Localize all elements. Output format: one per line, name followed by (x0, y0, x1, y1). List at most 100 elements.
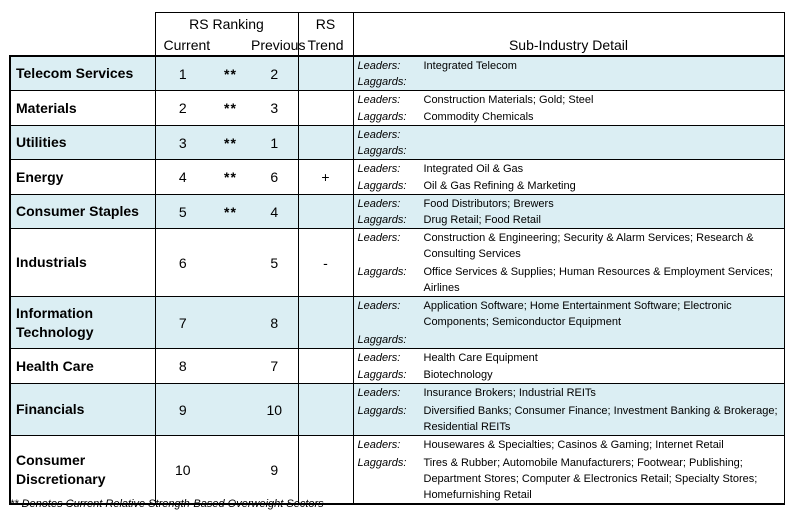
laggards-value: Diversified Banks; Consumer Finance; Inv… (423, 405, 778, 433)
sub-industry-detail: Leaders: Integrated Telecom Laggards: (353, 56, 785, 91)
leaders-label: Leaders: (357, 387, 401, 399)
sector-name: Consumer Discretionary (9, 435, 155, 505)
previous-rank: 8 (251, 296, 299, 349)
leaders-value: Insurance Brokers; Industrial REITs (423, 387, 596, 399)
current-rank: 5 (154, 194, 210, 229)
header-rs: RS (298, 12, 354, 34)
leaders-line: Leaders: Integrated Oil & Gas (358, 161, 780, 177)
sector-name: Consumer Staples (9, 194, 155, 229)
leaders-value (424, 127, 780, 143)
laggards-label: Laggards: (357, 111, 407, 123)
overweight-stars (210, 348, 251, 384)
rs-trend (298, 194, 354, 229)
leaders-line: Leaders: Construction & Engineering; Secu… (358, 230, 780, 262)
leaders-label: Leaders: (357, 232, 401, 244)
leaders-label: Leaders: (357, 352, 401, 364)
rs-trend (298, 383, 354, 436)
sub-industry-detail: Leaders: Housewares & Specialties; Casino… (353, 435, 785, 505)
laggards-value (424, 332, 780, 348)
header-current: Current (154, 34, 251, 57)
table-row: Materials 2 ** 3 Leaders: Construction Materi… (9, 90, 785, 126)
sub-industry-detail: Leaders: Food Distributors; Brewers Laggar… (353, 194, 785, 229)
overweight-stars: ** (210, 90, 251, 126)
previous-rank: 1 (251, 125, 299, 160)
laggards-label: Laggards: (357, 457, 407, 469)
laggards-label: Laggards: (357, 334, 407, 346)
current-rank: 10 (154, 435, 210, 505)
current-rank: 2 (154, 90, 210, 126)
leaders-value: Integrated Telecom (423, 60, 517, 72)
laggards-line: Laggards: Diversified Banks; Consumer Fin… (358, 403, 780, 435)
sector-name: Energy (9, 159, 155, 195)
laggards-line: Laggards: Commodity Chemicals (358, 109, 780, 125)
header-blank-2 (10, 34, 155, 57)
laggards-value: Tires & Rubber; Automobile Manufacturers… (423, 457, 758, 501)
leaders-line: Leaders: Food Distributors; Brewers (358, 196, 780, 212)
leaders-label: Leaders: (357, 129, 401, 141)
sector-name: Utilities (9, 125, 155, 160)
overweight-stars: ** (210, 125, 251, 160)
current-rank: 8 (154, 348, 210, 384)
laggards-line: Laggards: Drug Retail; Food Retail (358, 212, 780, 228)
table-row: Health Care 8 7 Leaders: Health Care Equipme… (9, 348, 785, 384)
rs-trend (298, 435, 354, 505)
laggards-label: Laggards: (357, 369, 407, 381)
table-row: Energy 4 ** 6 + Leaders: Integrated Oil & Gas L… (9, 159, 785, 195)
laggards-label: Laggards: (357, 214, 407, 226)
sub-industry-detail: Leaders: Integrated Oil & Gas Laggards: Oil… (353, 159, 785, 195)
current-rank: 3 (154, 125, 210, 160)
rs-trend (298, 90, 354, 126)
leaders-label: Leaders: (357, 439, 401, 451)
leaders-label: Leaders: (357, 60, 401, 72)
leaders-line: Leaders: Insurance Brokers; Industrial RE… (358, 385, 780, 401)
rs-trend (298, 348, 354, 384)
overweight-stars (210, 296, 251, 349)
current-rank: 7 (154, 296, 210, 349)
header-trend: Trend (298, 34, 354, 57)
previous-rank: 2 (251, 56, 299, 91)
laggards-line: Laggards: Biotechnology (358, 367, 780, 383)
laggards-label: Laggards: (357, 405, 407, 417)
table-row: Consumer Staples 5 ** 4 Leaders: Food Distrib… (9, 194, 785, 229)
current-rank: 1 (154, 56, 210, 91)
header-rs-ranking: RS Ranking (154, 12, 299, 34)
sector-name: Telecom Services (9, 56, 155, 91)
leaders-label: Leaders: (357, 163, 401, 175)
current-rank: 4 (154, 159, 210, 195)
overweight-stars: ** (210, 159, 251, 195)
previous-rank: 9 (251, 435, 299, 505)
laggards-line: Laggards: Tires & Rubber; Automobile Manu… (358, 455, 780, 503)
table-row: Telecom Services 1 ** 2 Leaders: Integrated T… (9, 56, 785, 91)
previous-rank: 4 (251, 194, 299, 229)
rs-trend: - (298, 228, 354, 297)
current-rank: 9 (154, 383, 210, 436)
sector-name: Materials (9, 90, 155, 126)
sub-industry-detail: Leaders: Construction Materials; Gold; St… (353, 90, 785, 126)
overweight-stars: ** (210, 56, 251, 91)
leaders-value: Construction & Engineering; Security & A… (423, 232, 754, 260)
sector-name: Information Technology (9, 296, 155, 349)
leaders-line: Leaders: Construction Materials; Gold; St… (358, 92, 780, 108)
sub-industry-detail: Leaders: Construction & Engineering; Secu… (353, 228, 785, 297)
current-rank: 6 (154, 228, 210, 297)
leaders-label: Leaders: (357, 94, 401, 106)
table-body: Telecom Services 1 ** 2 Leaders: Integrated T… (9, 56, 785, 505)
leaders-line: Leaders: Integrated Telecom (358, 58, 780, 74)
sub-industry-detail: Leaders: Application Software; Home Enter… (353, 296, 785, 349)
sector-name: Financials (9, 383, 155, 436)
leaders-label: Leaders: (357, 300, 401, 312)
rs-trend (298, 56, 354, 91)
previous-rank: 5 (251, 228, 299, 297)
leaders-value: Application Software; Home Entertainment… (423, 300, 732, 328)
sub-industry-detail: Leaders: Insurance Brokers; Industrial RE… (353, 383, 785, 436)
leaders-value: Integrated Oil & Gas (423, 163, 524, 175)
previous-rank: 6 (251, 159, 299, 195)
table-row: Financials 9 10 Leaders: Insurance Brokers; … (9, 383, 785, 436)
rs-trend (298, 296, 354, 349)
sector-name: Industrials (9, 228, 155, 297)
leaders-line: Leaders: (358, 127, 780, 143)
footnote: ** Denotes Current Relative Strength-Bas… (10, 498, 324, 510)
table-row: Consumer Discretionary 10 9 Leaders: Housewa… (9, 435, 785, 505)
sub-industry-detail: Leaders: Laggards: (353, 125, 785, 160)
laggards-label: Laggards: (357, 76, 407, 88)
